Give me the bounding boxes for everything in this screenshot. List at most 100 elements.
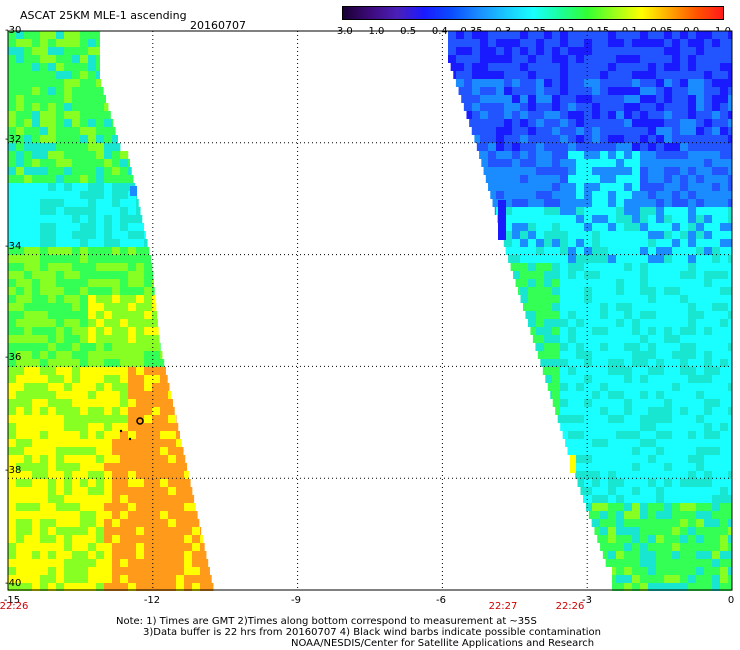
swath-cell [64, 367, 72, 375]
swath-cell [680, 583, 688, 591]
swath-cell [72, 495, 80, 503]
swath-cell [176, 471, 184, 479]
swath-cell [536, 143, 544, 151]
swath-cell [608, 351, 616, 359]
swath-cell [136, 311, 144, 319]
swath-cell [80, 415, 88, 423]
swath-cell [464, 95, 472, 103]
swath-cell [152, 423, 160, 431]
swath-cell [648, 535, 656, 543]
swath-cell [632, 159, 640, 167]
swath-cell [112, 255, 120, 263]
swath-cell [600, 407, 608, 415]
swath-cell [112, 327, 120, 335]
swath-cell [648, 495, 656, 503]
swath-cell [544, 95, 552, 103]
swath-cell [136, 383, 144, 391]
swath-cell [608, 503, 616, 511]
swath-cell [680, 439, 688, 447]
swath-cell [612, 583, 616, 591]
swath-cell [576, 127, 584, 135]
swath-cell [624, 159, 632, 167]
swath-cell [528, 39, 536, 47]
swath-cell [184, 575, 192, 583]
swath-cell [80, 135, 88, 143]
swath-cell [24, 71, 32, 79]
swath-cell [504, 103, 512, 111]
swath-cell [616, 287, 624, 295]
swath-cell [24, 319, 32, 327]
swath-cell [704, 487, 712, 495]
swath-cell [560, 279, 568, 287]
swath-cell [672, 335, 680, 343]
swath-cell [8, 239, 16, 247]
swath-cell [552, 127, 560, 135]
swath-cell [648, 567, 656, 575]
swath-cell [648, 55, 656, 63]
swath-cell [152, 391, 160, 399]
swath-cell [504, 159, 512, 167]
swath-cell [672, 119, 680, 127]
swath-cell [472, 55, 480, 63]
swath-cell [584, 223, 592, 231]
swath-cell [592, 279, 600, 287]
swath-cell [88, 487, 96, 495]
swath-cell [32, 359, 40, 367]
swath-cell [520, 63, 528, 71]
swath-cell [112, 295, 120, 303]
swath-cell [120, 415, 128, 423]
swath-cell [112, 311, 120, 319]
swath-cell [592, 231, 600, 239]
swath-cell [600, 487, 608, 495]
swath-cell [520, 183, 528, 191]
swath-cell [624, 247, 632, 255]
swath-cell [648, 231, 656, 239]
swath-cell [624, 55, 632, 63]
swath-cell [656, 487, 664, 495]
swath-cell [616, 271, 624, 279]
swath-cell [80, 263, 88, 271]
swath-cell [728, 127, 732, 135]
swath-cell [88, 367, 96, 375]
swath-cell [616, 583, 624, 591]
swath-cell [144, 519, 152, 527]
swath-cell [584, 63, 592, 71]
swath-cell [728, 207, 732, 215]
swath-cell [112, 455, 120, 463]
swath-cell [40, 87, 48, 95]
swath-cell [96, 103, 104, 111]
swath-cell [672, 207, 680, 215]
swath-cell [16, 231, 24, 239]
swath-cell [600, 319, 608, 327]
swath-cell [600, 55, 608, 63]
swath-cell [544, 231, 552, 239]
swath-cell [8, 503, 16, 511]
swath-cell [24, 423, 32, 431]
swath-cell [640, 159, 648, 167]
swath-cell [608, 439, 616, 447]
swath-cell [616, 79, 624, 87]
swath-cell [656, 79, 664, 87]
swath-cell [648, 399, 656, 407]
swath-cell [80, 159, 88, 167]
swath-cell [568, 207, 576, 215]
swath-cell [80, 175, 88, 183]
swath-cell [560, 391, 568, 399]
swath-cell [704, 335, 712, 343]
swath-cell [640, 511, 648, 519]
swath-cell [712, 415, 720, 423]
swath-cell [72, 55, 80, 63]
swath-cell [616, 527, 624, 535]
swath-cell [32, 343, 40, 351]
swath-cell [492, 199, 496, 207]
swath-cell [64, 239, 72, 247]
swath-cell [128, 439, 136, 447]
swath-cell [24, 359, 32, 367]
swath-cell [112, 567, 120, 575]
swath-cell [96, 159, 104, 167]
swath-cell [720, 535, 728, 543]
swath-cell [664, 447, 672, 455]
swath-cell [104, 263, 112, 271]
swath-cell [656, 263, 664, 271]
swath-cell [656, 119, 664, 127]
